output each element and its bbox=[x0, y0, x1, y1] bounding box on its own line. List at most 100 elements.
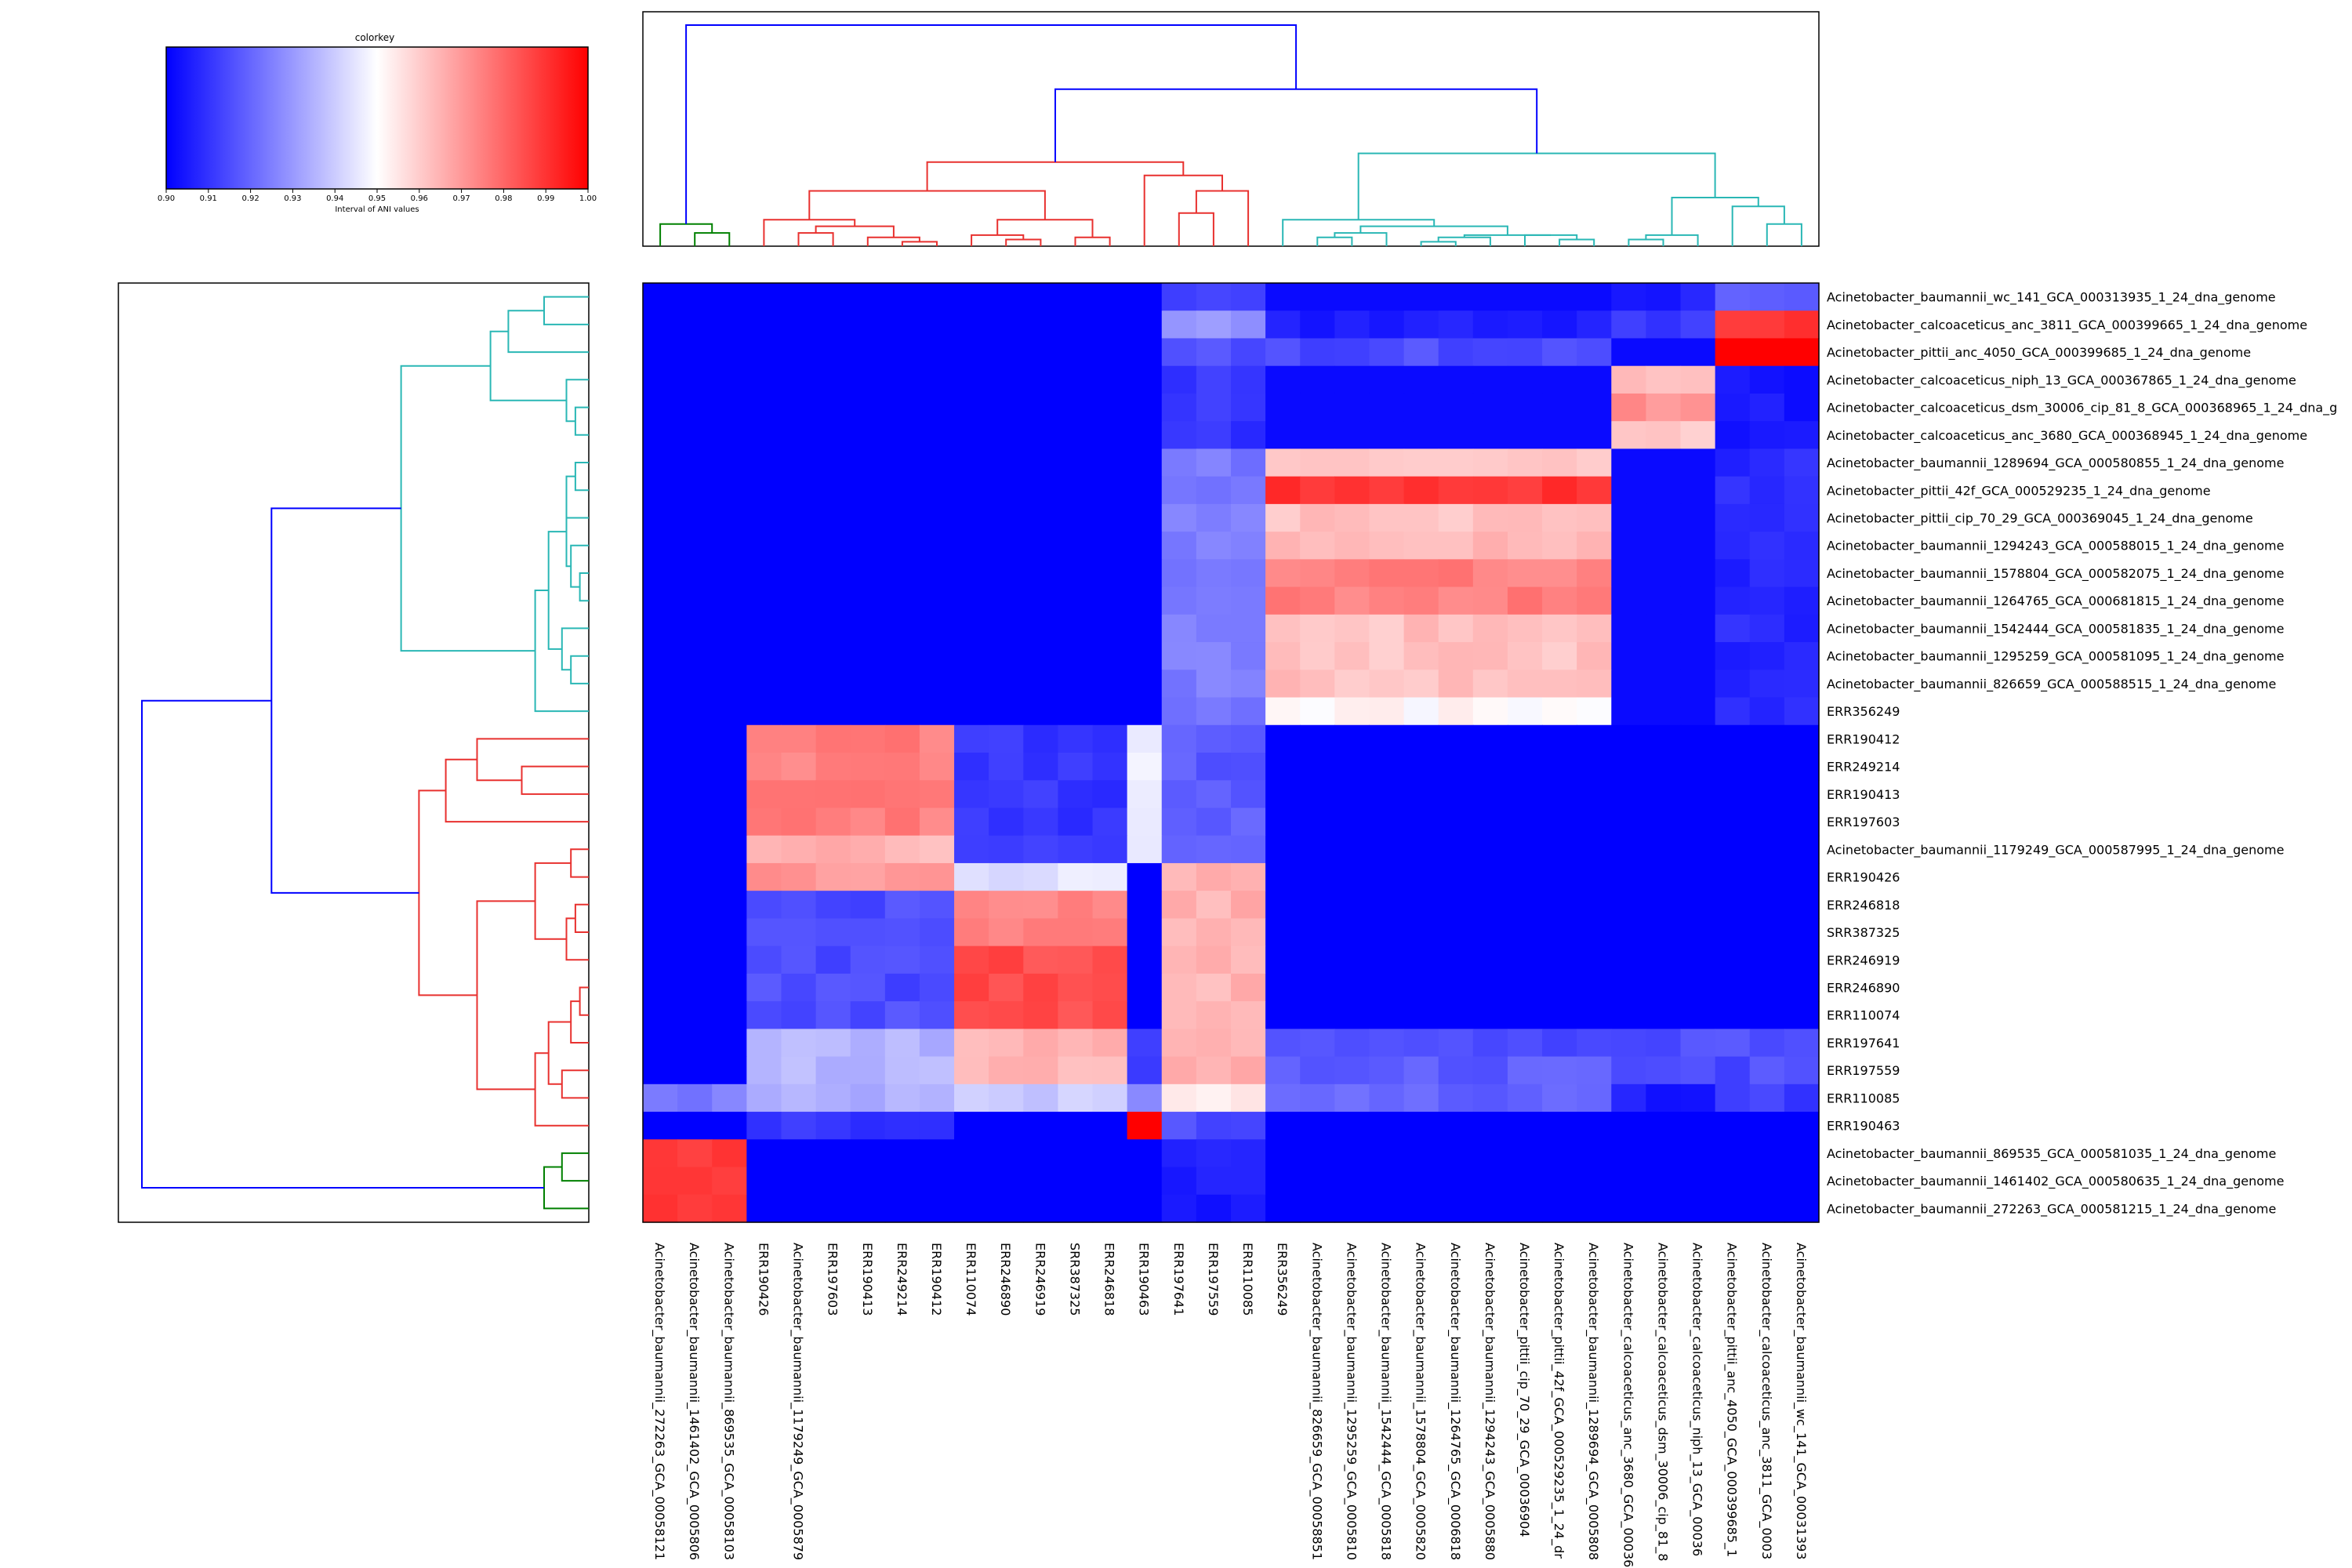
heatmap-cell bbox=[1127, 808, 1163, 837]
heatmap-cell bbox=[712, 421, 747, 450]
heatmap-cell bbox=[1058, 1167, 1094, 1196]
heatmap-cell bbox=[1161, 421, 1197, 450]
heatmap-cell bbox=[850, 365, 886, 394]
heatmap-cell bbox=[1403, 1056, 1439, 1085]
heatmap-cell bbox=[1300, 1056, 1335, 1085]
heatmap-cell bbox=[1300, 532, 1335, 560]
heatmap-cell bbox=[1334, 448, 1370, 477]
dendrogram-link bbox=[547, 1021, 572, 1085]
heatmap-cell bbox=[1646, 1139, 1682, 1168]
heatmap-cell bbox=[1438, 780, 1474, 809]
heatmap-cell bbox=[1542, 614, 1577, 643]
heatmap-cell bbox=[1749, 283, 1785, 311]
heatmap-cell bbox=[1715, 421, 1751, 450]
heatmap-cell bbox=[1127, 338, 1163, 367]
heatmap-cell bbox=[815, 421, 851, 450]
heatmap-cell bbox=[781, 503, 817, 532]
heatmap-cell bbox=[1092, 338, 1128, 367]
heatmap-cell bbox=[1472, 753, 1508, 781]
dendrogram-link bbox=[476, 738, 589, 782]
heatmap-cell bbox=[1023, 973, 1059, 1002]
heatmap-cell bbox=[1611, 697, 1647, 726]
heatmap-cell bbox=[643, 310, 678, 339]
heatmap-cell bbox=[1403, 532, 1439, 560]
heatmap-cell bbox=[712, 1056, 747, 1085]
heatmap-cell bbox=[1403, 891, 1439, 920]
heatmap-cell bbox=[1680, 835, 1716, 864]
heatmap-cell bbox=[1438, 918, 1474, 947]
heatmap-cell bbox=[677, 1083, 713, 1112]
heatmap-cell bbox=[1023, 365, 1059, 394]
heatmap-cell bbox=[1577, 421, 1612, 450]
column-labels: Acinetobacter_baumannii_272263_GCA_00058… bbox=[652, 1243, 1809, 1567]
heatmap-cell bbox=[1646, 476, 1682, 505]
heatmap-cell bbox=[1715, 862, 1751, 891]
row-label: Acinetobacter_baumannii_wc_141_GCA_00031… bbox=[1827, 290, 2276, 306]
heatmap-cell bbox=[1334, 780, 1370, 809]
heatmap-cell bbox=[1231, 338, 1266, 367]
heatmap-cell bbox=[1577, 1167, 1612, 1196]
row-label: Acinetobacter_baumannii_826659_GCA_00058… bbox=[1827, 677, 2276, 692]
heatmap-cell bbox=[1300, 642, 1335, 670]
dendrogram-link bbox=[547, 531, 567, 650]
heatmap-cell bbox=[1265, 808, 1301, 837]
heatmap-cell bbox=[1369, 753, 1405, 781]
heatmap-cell bbox=[1784, 724, 1820, 753]
heatmap-cell bbox=[1231, 697, 1266, 726]
heatmap-cell bbox=[1438, 862, 1474, 891]
heatmap-cell bbox=[919, 559, 955, 588]
heatmap-cell bbox=[1749, 532, 1785, 560]
heatmap-cell bbox=[781, 835, 817, 864]
heatmap-cell bbox=[1196, 1167, 1232, 1196]
heatmap-cell bbox=[1438, 310, 1474, 339]
heatmap-cell bbox=[989, 642, 1024, 670]
heatmap-cell bbox=[919, 808, 955, 837]
heatmap-cell bbox=[1231, 808, 1266, 837]
heatmap-cell bbox=[1265, 532, 1301, 560]
heatmap-cell bbox=[815, 393, 851, 422]
heatmap-cell bbox=[884, 365, 920, 394]
heatmap-cell bbox=[746, 891, 782, 920]
heatmap-cell bbox=[1611, 559, 1647, 588]
heatmap-cell bbox=[1680, 614, 1716, 643]
dendrogram-link bbox=[570, 848, 589, 878]
heatmap-cell bbox=[1231, 780, 1266, 809]
heatmap-cell bbox=[850, 946, 886, 975]
heatmap-cell bbox=[1438, 1083, 1474, 1112]
heatmap-cell bbox=[919, 1056, 955, 1085]
heatmap-cell bbox=[1127, 697, 1163, 726]
heatmap-cell bbox=[989, 780, 1024, 809]
heatmap-cell bbox=[1092, 559, 1128, 588]
dendrogram-link bbox=[565, 497, 572, 568]
heatmap-cell bbox=[781, 1001, 817, 1029]
heatmap-cell bbox=[1715, 448, 1751, 477]
row-label: Acinetobacter_baumannii_869535_GCA_00058… bbox=[1827, 1146, 2276, 1162]
heatmap-cell bbox=[1403, 365, 1439, 394]
heatmap-cell bbox=[1784, 1112, 1820, 1140]
heatmap-cell bbox=[1438, 1029, 1474, 1058]
column-label: Acinetobacter_baumannii_1264765_GCA_0006… bbox=[1447, 1243, 1463, 1560]
heatmap-cell bbox=[1092, 808, 1128, 837]
heatmap-cell bbox=[1265, 642, 1301, 670]
heatmap-cell bbox=[850, 1167, 886, 1196]
heatmap-cell bbox=[712, 1139, 747, 1168]
heatmap-cell bbox=[954, 421, 989, 450]
heatmap-cell bbox=[1058, 891, 1094, 920]
heatmap-cell bbox=[1023, 808, 1059, 837]
heatmap-cell bbox=[1403, 421, 1439, 450]
heatmap-cell bbox=[1403, 448, 1439, 477]
heatmap-cell bbox=[884, 1001, 920, 1029]
heatmap-cell bbox=[1369, 835, 1405, 864]
heatmap-cell bbox=[1127, 780, 1163, 809]
heatmap-cell bbox=[1715, 697, 1751, 726]
heatmap-cell bbox=[712, 973, 747, 1002]
row-label: Acinetobacter_calcoaceticus_dsm_30006_ci… bbox=[1827, 401, 2337, 416]
heatmap-cell bbox=[1092, 532, 1128, 560]
heatmap-cell bbox=[1542, 559, 1577, 588]
heatmap-cell bbox=[1715, 1112, 1751, 1140]
dendrogram-link bbox=[1731, 205, 1785, 246]
row-label: ERR190413 bbox=[1827, 787, 1900, 802]
heatmap-cell bbox=[1231, 835, 1266, 864]
heatmap-cell bbox=[1715, 670, 1751, 699]
heatmap-cell bbox=[1542, 421, 1577, 450]
